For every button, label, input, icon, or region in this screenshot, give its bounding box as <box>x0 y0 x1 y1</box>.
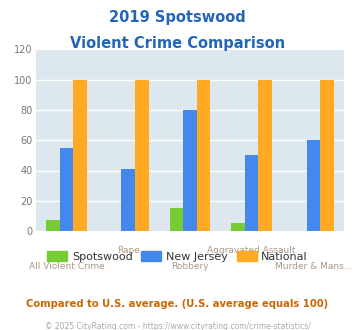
Bar <box>170 208 183 231</box>
Bar <box>245 155 258 231</box>
Bar <box>320 80 334 231</box>
Text: © 2025 CityRating.com - https://www.cityrating.com/crime-statistics/: © 2025 CityRating.com - https://www.city… <box>45 322 310 330</box>
Text: 2019 Spotswood: 2019 Spotswood <box>109 10 246 25</box>
Legend: Spotswood, New Jersey, National: Spotswood, New Jersey, National <box>43 247 312 267</box>
Bar <box>183 110 197 231</box>
Bar <box>197 80 210 231</box>
Bar <box>73 80 87 231</box>
Text: Rape: Rape <box>117 246 140 255</box>
Bar <box>258 80 272 231</box>
Bar <box>121 169 135 231</box>
Bar <box>46 220 60 231</box>
Text: Murder & Mans...: Murder & Mans... <box>275 262 352 271</box>
Text: All Violent Crime: All Violent Crime <box>28 262 104 271</box>
Text: Aggravated Assault: Aggravated Assault <box>207 246 296 255</box>
Text: Compared to U.S. average. (U.S. average equals 100): Compared to U.S. average. (U.S. average … <box>26 299 329 309</box>
Bar <box>231 223 245 231</box>
Bar <box>135 80 148 231</box>
Bar <box>60 148 73 231</box>
Bar <box>307 140 320 231</box>
Text: Violent Crime Comparison: Violent Crime Comparison <box>70 36 285 51</box>
Text: Robbery: Robbery <box>171 262 209 271</box>
